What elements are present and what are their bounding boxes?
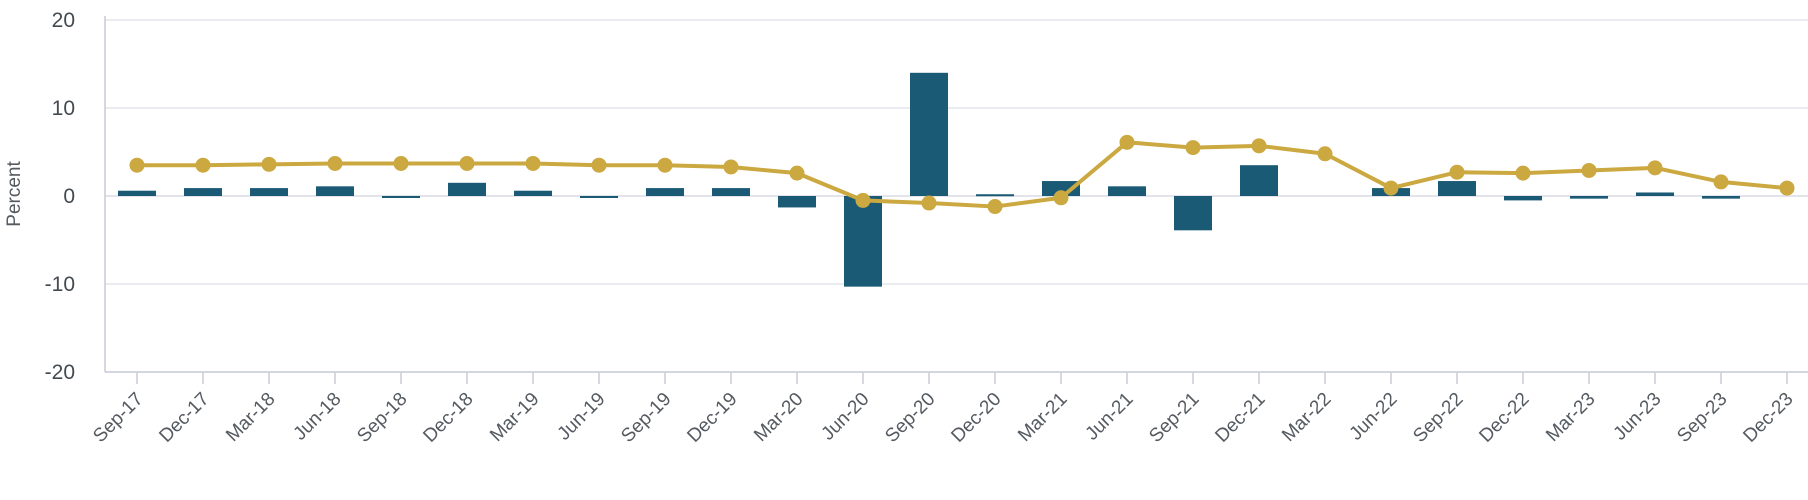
- line-point: [1647, 160, 1663, 176]
- line-path: [137, 140, 1788, 209]
- bar: [1240, 165, 1278, 196]
- x-tick-label: Mar-18: [222, 389, 279, 446]
- line-point: [1515, 165, 1531, 181]
- x-tick-label: Sep-22: [1409, 389, 1467, 447]
- bar: [778, 196, 816, 208]
- line-point: [1317, 146, 1333, 162]
- line-point: [1581, 162, 1597, 178]
- bar-series: [118, 72, 1740, 287]
- bar: [250, 188, 288, 196]
- line-point: [1119, 134, 1135, 150]
- x-tick-label: Dec-22: [1475, 389, 1533, 447]
- bar: [448, 182, 486, 196]
- line-point: [855, 192, 871, 208]
- x-tick-label: Dec-20: [947, 389, 1005, 447]
- x-tick-label: Dec-23: [1739, 389, 1797, 447]
- x-tick-label: Jun-18: [290, 389, 346, 445]
- line-point: [129, 157, 145, 173]
- line-point: [1383, 180, 1399, 196]
- bar: [118, 190, 156, 196]
- line-point: [1053, 190, 1069, 206]
- bar: [976, 194, 1014, 197]
- x-tick-label: Sep-17: [89, 389, 147, 447]
- x-tick-label: Mar-20: [750, 389, 807, 446]
- bar: [580, 196, 618, 198]
- line-point: [459, 155, 475, 171]
- bar: [1570, 196, 1608, 199]
- bar: [1636, 192, 1674, 196]
- bar: [844, 196, 882, 287]
- y-tick-label: 0: [63, 185, 75, 208]
- x-tick-label: Sep-20: [881, 389, 939, 447]
- bar: [1504, 196, 1542, 201]
- x-tick-label: Jun-19: [554, 389, 610, 445]
- line-point: [723, 159, 739, 175]
- y-tick-label: -10: [45, 273, 75, 296]
- bar: [382, 196, 420, 198]
- x-tick-label: Sep-19: [617, 389, 675, 447]
- line-point: [393, 155, 409, 171]
- line-point: [921, 195, 937, 211]
- x-tick-label: Dec-17: [155, 389, 213, 447]
- line-point: [591, 157, 607, 173]
- line-point: [327, 155, 343, 171]
- line-point: [261, 156, 277, 172]
- bar: [910, 72, 948, 196]
- bar: [1438, 181, 1476, 196]
- bar: [646, 188, 684, 196]
- x-tick-label: Jun-21: [1082, 389, 1138, 445]
- y-tick-label: 20: [52, 9, 75, 32]
- bar: [1702, 196, 1740, 199]
- x-tick-label: Mar-19: [486, 389, 543, 446]
- x-tick-label: Jun-23: [1610, 389, 1666, 445]
- line-point: [1251, 138, 1267, 154]
- x-tick-label: Mar-22: [1278, 389, 1335, 446]
- bar: [1108, 186, 1146, 196]
- line-point: [1713, 174, 1729, 190]
- x-axis: Sep-17 Dec-17 Mar-18 Jun-18 Sep-18 Dec-18 Mar-…: [89, 371, 1808, 447]
- line-point: [1779, 180, 1795, 196]
- x-tick-label: Dec-21: [1211, 389, 1269, 447]
- y-tick-label: 10: [52, 97, 75, 120]
- line-point: [1449, 164, 1465, 180]
- line-point: [789, 165, 805, 181]
- bar: [184, 188, 222, 196]
- line-point: [195, 157, 211, 173]
- x-tick-label: Sep-18: [353, 389, 411, 447]
- line-series: [129, 134, 1795, 215]
- x-tick-label: Dec-18: [419, 389, 477, 447]
- line-point: [525, 155, 541, 171]
- x-tick-label: Jun-20: [818, 389, 874, 445]
- y-tick-label: -20: [45, 361, 75, 384]
- x-tick-label: Mar-21: [1014, 389, 1071, 446]
- bar: [316, 186, 354, 196]
- bar: [1174, 196, 1212, 231]
- line-point: [1185, 140, 1201, 156]
- x-tick-label: Sep-21: [1145, 389, 1203, 447]
- bar: [712, 188, 750, 196]
- x-tick-label: Jun-22: [1346, 389, 1402, 445]
- y-axis: 20 10 0 -10 -20: [45, 9, 106, 384]
- grid-lines: [105, 19, 1808, 373]
- line-point: [987, 199, 1003, 215]
- y-axis-title: Percent: [4, 161, 25, 227]
- bar: [514, 190, 552, 196]
- x-tick-label: Sep-23: [1673, 389, 1731, 447]
- x-tick-label: Dec-19: [683, 389, 741, 447]
- x-tick-label: Mar-23: [1542, 389, 1599, 446]
- line-point: [657, 157, 673, 173]
